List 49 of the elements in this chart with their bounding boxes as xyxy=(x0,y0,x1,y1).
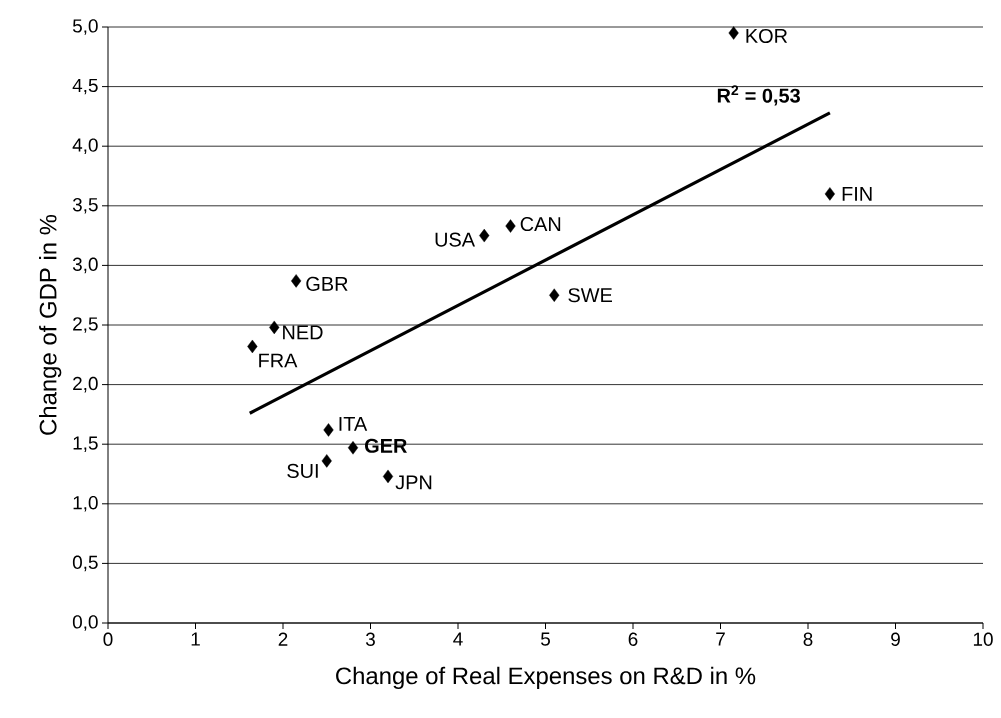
annotation: KOR xyxy=(746,28,788,44)
x-tick-label: 2 xyxy=(278,632,288,646)
x-tick-label: 8 xyxy=(803,632,813,646)
annotation: USA xyxy=(435,232,476,247)
y-tick-label: 3,5 xyxy=(72,197,98,214)
y-tick-label: 3,0 xyxy=(72,257,98,274)
x-tick-label: 5 xyxy=(540,632,550,646)
x-tick-label: 4 xyxy=(453,632,463,646)
x-tick-label: 9 xyxy=(891,632,900,646)
x-tick-label: 3 xyxy=(365,632,375,646)
annotation: ITA xyxy=(339,417,368,431)
point xyxy=(728,26,739,40)
x-tick-label: 6 xyxy=(628,632,638,646)
y-tick-label: 0,5 xyxy=(72,555,98,572)
annotation: SWE xyxy=(568,288,612,303)
x-axis-title: Change of Real Expenses on R&D in % xyxy=(336,666,756,690)
annotation: CAN xyxy=(520,217,561,232)
annotation: NED xyxy=(283,325,323,340)
text: R$^{2}$ = 0,53 xyxy=(717,85,800,106)
y-tick-label: 1,0 xyxy=(73,495,98,512)
point xyxy=(549,288,560,302)
y-tick-label: 0,0 xyxy=(72,615,98,631)
point xyxy=(291,274,302,288)
x-tick-label: 7 xyxy=(716,632,725,646)
annotation: SUI xyxy=(287,463,318,478)
x-tick-label: 0 xyxy=(103,632,113,646)
point xyxy=(321,454,332,468)
x-tick-label: 1 xyxy=(191,632,200,646)
annotation: GBR xyxy=(306,276,348,291)
point xyxy=(347,441,359,455)
y-tick-label: 2,0 xyxy=(73,376,98,393)
point xyxy=(824,187,835,201)
y-tick-label: 4,5 xyxy=(72,78,98,95)
y-tick-label: 2,5 xyxy=(73,317,98,333)
point xyxy=(505,219,516,233)
point xyxy=(479,228,490,243)
point xyxy=(323,423,334,437)
y-tick-label: 1,5 xyxy=(73,436,98,452)
point xyxy=(269,320,280,335)
annotation: FIN xyxy=(842,187,872,201)
y-axis-title: Change of GDP in % xyxy=(39,214,62,435)
y-tick-label: 5,0 xyxy=(72,19,98,35)
point xyxy=(382,469,394,484)
annotation: FRA xyxy=(259,353,298,368)
y-tick-label: 4,0 xyxy=(72,138,98,155)
point xyxy=(247,339,258,354)
annotation: JPN xyxy=(395,475,432,490)
x-tick-label: 10 xyxy=(973,632,993,646)
annotation: GER xyxy=(365,438,407,453)
